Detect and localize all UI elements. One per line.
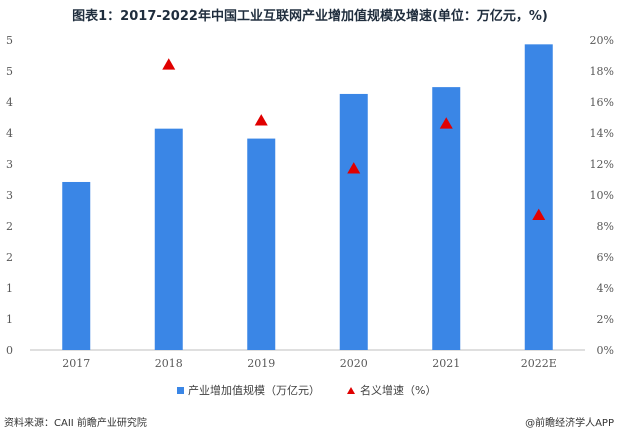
- bar: [339, 93, 368, 350]
- y-left-tick-label: 2: [6, 220, 13, 233]
- growth-series: [162, 58, 546, 221]
- y-right-tick-label: 8%: [597, 220, 614, 233]
- combo-chart: 0 1 1 2 2 3 3 4 4 5 5 0% 2% 4% 6% 8% 10% 12% 14% 16% 18% 20% 2…: [6, 34, 614, 397]
- growth-marker: [162, 58, 176, 70]
- x-tick-label: 2017: [62, 357, 90, 370]
- y-left-tick-label: 3: [6, 158, 13, 171]
- y-left-tick-label: 1: [6, 313, 13, 326]
- y-left-tick-label: 2: [6, 251, 13, 264]
- y-right-tick-label: 4%: [597, 282, 614, 295]
- bar: [62, 181, 91, 350]
- legend-label-bar: 产业增加值规模（万亿元）: [188, 383, 320, 397]
- legend-label-growth: 名义增速（%）: [360, 383, 436, 397]
- y-left-tick-label: 5: [6, 34, 13, 47]
- growth-marker: [254, 114, 268, 126]
- y-right-tick-label: 10%: [590, 189, 614, 202]
- source-note: 资料来源：CAII 前瞻产业研究院: [4, 418, 147, 429]
- bar: [247, 138, 276, 350]
- x-tick-label: 2018: [155, 357, 183, 370]
- y-right-tick-label: 6%: [597, 251, 614, 264]
- y-left-tick-label: 5: [6, 65, 13, 78]
- y-right-tick-label: 12%: [590, 158, 614, 171]
- y-left-tick-label: 3: [6, 189, 13, 202]
- y-right-tick-label: 2%: [597, 313, 614, 326]
- y-left-tick-label: 0: [6, 344, 13, 357]
- x-tick-label: 2022E: [521, 357, 557, 370]
- legend-swatch-growth: [347, 387, 355, 394]
- growth-marker: [532, 208, 546, 221]
- y-left-tick-label: 4: [6, 127, 13, 140]
- x-tick-label: 2021: [432, 357, 460, 370]
- y-right-tick-label: 14%: [590, 127, 614, 140]
- growth-marker: [439, 117, 453, 129]
- y-right-tick-label: 18%: [590, 65, 614, 78]
- bar: [524, 44, 553, 351]
- y-right-tick-label: 0%: [597, 344, 614, 357]
- y-left-tick-label: 4: [6, 96, 13, 109]
- y-right-tick-label: 20%: [590, 34, 614, 47]
- growth-marker: [347, 162, 361, 174]
- y-right-tick-label: 16%: [590, 96, 614, 109]
- chart-title: 图表1：2017-2022年中国工业互联网产业增加值规模及增速(单位：万亿元，%…: [72, 9, 548, 24]
- bar-series: [62, 44, 553, 351]
- y-left-tick-label: 1: [6, 282, 13, 295]
- x-tick-label: 2019: [247, 357, 275, 370]
- axes: 0 1 1 2 2 3 3 4 4 5 5 0% 2% 4% 6% 8% 10% 12% 14% 16% 18% 20% 2…: [6, 34, 614, 370]
- bar: [432, 87, 461, 351]
- bar: [154, 128, 183, 350]
- legend: 产业增加值规模（万亿元） 名义增速（%）: [177, 383, 436, 397]
- x-tick-label: 2020: [340, 357, 368, 370]
- brand-label: @前瞻经济学人APP: [525, 418, 614, 429]
- legend-swatch-bar: [177, 387, 184, 394]
